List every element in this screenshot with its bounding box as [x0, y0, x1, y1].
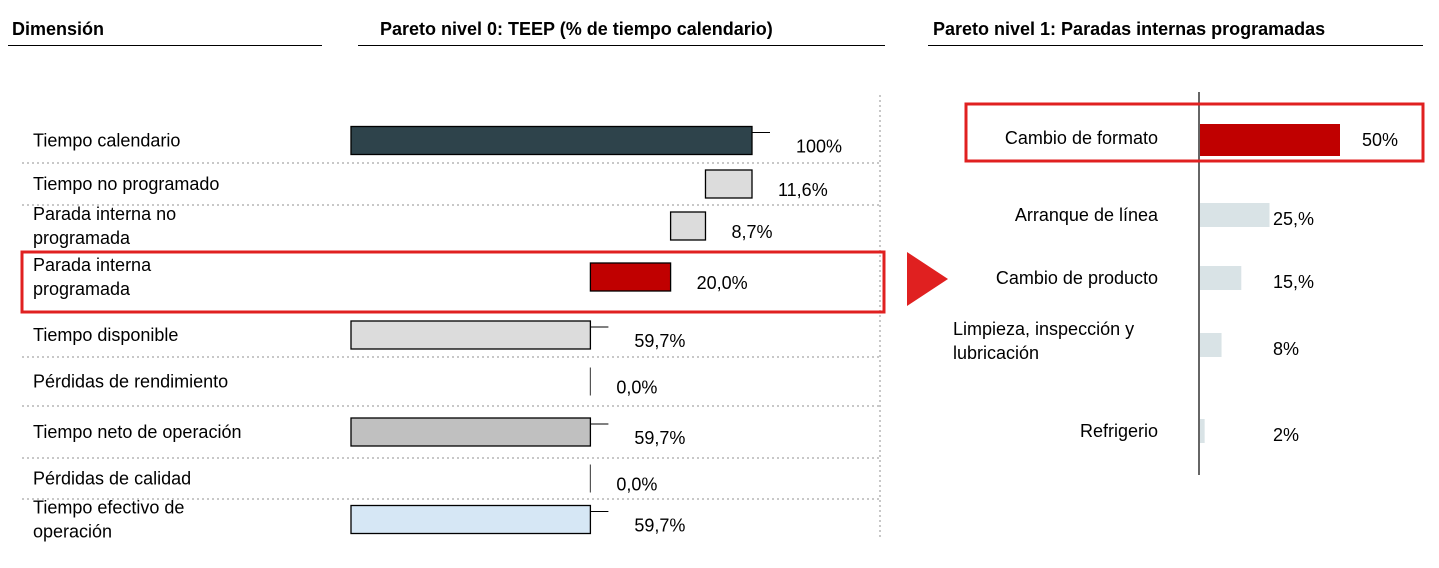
highlight-frame: [964, 102, 1425, 163]
bar: [669, 211, 707, 241]
category-label: Tiempo neto de operación: [33, 422, 241, 442]
pareto-level0-chart: Tiempo calendario 100% Tiempo no programad…: [20, 95, 886, 542]
bar: [1200, 124, 1340, 156]
bar: [1200, 333, 1222, 357]
category-label: Tiempo disponible: [33, 325, 178, 345]
bar: [589, 262, 672, 292]
pareto-level1-title: Pareto nivel 1: Paradas internas program…: [933, 19, 1326, 39]
category-label: Tiempo efectivo de operación: [33, 498, 184, 542]
bar: [1200, 419, 1205, 443]
data-label: 8,7%: [731, 222, 772, 242]
pareto-level0-rule: [358, 45, 885, 46]
category-label: Pérdidas de rendimiento: [33, 372, 228, 392]
category-label: Tiempo calendario: [33, 131, 180, 151]
data-label: 20,0%: [697, 273, 748, 293]
dimension-header-rule: [8, 45, 322, 46]
category-label: Cambio de formato: [1005, 128, 1158, 148]
highlight-frame: [20, 250, 886, 314]
bar: [1200, 203, 1270, 227]
bar: [350, 417, 592, 447]
data-label: 100%: [796, 137, 842, 157]
data-label: 11,6%: [778, 180, 828, 200]
data-label: 8%: [1273, 339, 1299, 359]
pareto-level0-title: Pareto nivel 0: TEEP (% de tiempo calend…: [380, 19, 773, 39]
data-label: 0,0%: [616, 378, 657, 398]
drilldown-arrow-icon: [907, 252, 948, 306]
bar: [704, 169, 753, 199]
bar: [350, 504, 592, 535]
category-label: Arranque de línea: [1015, 205, 1159, 225]
category-label: Limpieza, inspección y lubricación: [953, 319, 1134, 363]
bar: [350, 125, 753, 156]
data-label: 59,7%: [634, 331, 685, 351]
drilldown-arrow-layer: [907, 252, 948, 306]
data-label: 59,7%: [634, 516, 685, 536]
data-label: 25,%: [1273, 209, 1314, 229]
category-label: Tiempo no programado: [33, 174, 219, 194]
bar: [1200, 266, 1242, 290]
data-label: 50%: [1362, 130, 1398, 150]
data-label: 0,0%: [616, 475, 657, 495]
category-label: Pérdidas de calidad: [33, 469, 191, 489]
bar: [350, 320, 592, 350]
category-label: Parada interna no programada: [33, 204, 176, 248]
category-label: Parada interna programada: [33, 255, 152, 299]
pareto-level1-rule: [928, 45, 1423, 46]
dimension-header: Dimensión: [12, 19, 105, 39]
data-label: 2%: [1273, 425, 1299, 445]
pareto-level1-chart: Cambio de formato 50% Arranque de línea 25,…: [953, 92, 1425, 475]
data-label: 59,7%: [634, 428, 685, 448]
data-label: 15,%: [1273, 272, 1314, 292]
category-label: Refrigerio: [1080, 421, 1158, 441]
category-label: Cambio de producto: [996, 268, 1158, 288]
